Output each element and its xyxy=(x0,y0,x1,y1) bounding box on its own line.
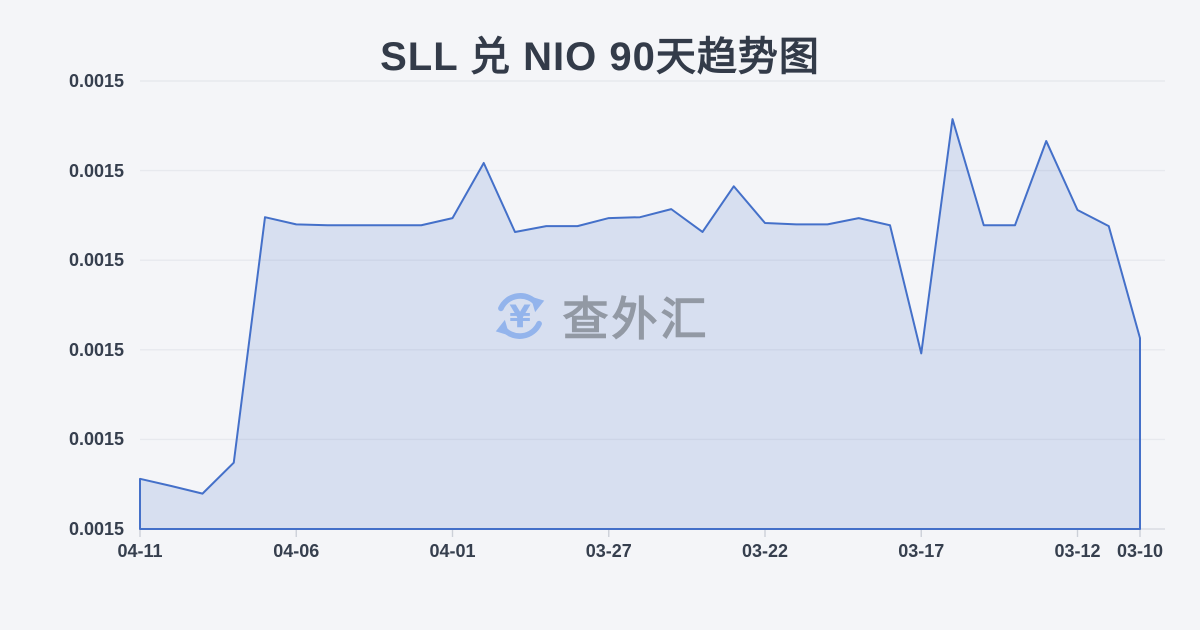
x-axis-tick-label: 03-10 xyxy=(1116,541,1164,561)
x-axis-tick-label: 03-22 xyxy=(741,541,789,561)
series-area-sll-nio xyxy=(139,118,1141,530)
x-axis-tick-label: 03-17 xyxy=(898,541,945,561)
x-axis-tick-label: 04-06 xyxy=(273,541,320,561)
x-axis-tick-label: 04-01 xyxy=(429,541,476,561)
y-axis-tick-label: 0.0015 xyxy=(68,71,124,91)
y-axis-tick-label: 0.0015 xyxy=(68,429,124,450)
y-axis-tick-label: 0.0015 xyxy=(68,519,124,539)
y-axis-tick-label: 0.0015 xyxy=(68,160,124,181)
y-axis-tick-label: 0.0015 xyxy=(68,339,124,360)
x-axis-tick-label: 04-11 xyxy=(117,541,163,561)
x-axis-tick-label: 03-27 xyxy=(585,541,632,561)
chart-title: SLL 兑 NIO 90天趋势图 xyxy=(380,35,820,79)
x-axis-tick-label: 03-12 xyxy=(1054,541,1101,561)
y-axis-tick-label: 0.0015 xyxy=(68,250,124,271)
